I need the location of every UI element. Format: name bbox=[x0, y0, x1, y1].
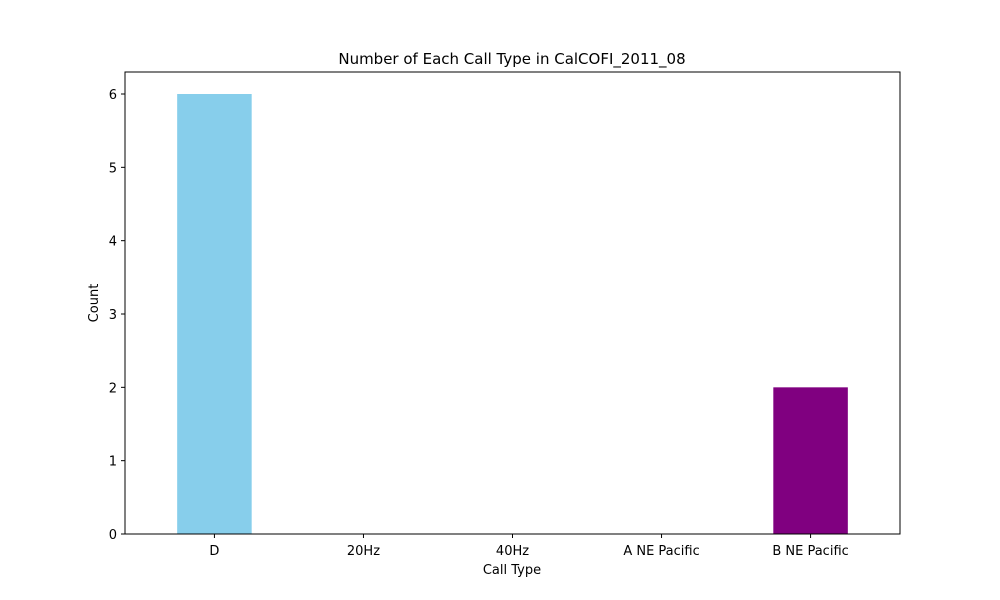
bar-b-ne-pacific bbox=[773, 387, 848, 534]
x-tick-label: 40Hz bbox=[496, 544, 529, 559]
x-tick-label: B NE Pacific bbox=[772, 544, 848, 559]
x-tick-label: 20Hz bbox=[347, 544, 380, 559]
bars-group bbox=[177, 94, 848, 534]
y-tick-label: 5 bbox=[109, 161, 117, 176]
y-tick-label: 4 bbox=[109, 235, 117, 250]
x-axis-ticks: D 20Hz 40Hz A NE Pacific B NE Pacific bbox=[209, 534, 849, 559]
x-tick-label: A NE Pacific bbox=[623, 544, 699, 559]
y-axis-label: Count bbox=[87, 284, 102, 323]
y-tick-label: 0 bbox=[109, 528, 117, 543]
y-axis-ticks: 0 1 2 3 4 5 6 bbox=[109, 88, 125, 543]
y-tick-label: 1 bbox=[109, 455, 117, 470]
x-tick-label: D bbox=[209, 544, 219, 559]
bar-d bbox=[177, 94, 252, 534]
y-tick-label: 2 bbox=[109, 381, 117, 396]
x-axis-label: Call Type bbox=[483, 563, 541, 578]
y-tick-label: 6 bbox=[109, 88, 117, 103]
y-tick-label: 3 bbox=[109, 308, 117, 323]
chart-title: Number of Each Call Type in CalCOFI_2011… bbox=[338, 50, 685, 69]
